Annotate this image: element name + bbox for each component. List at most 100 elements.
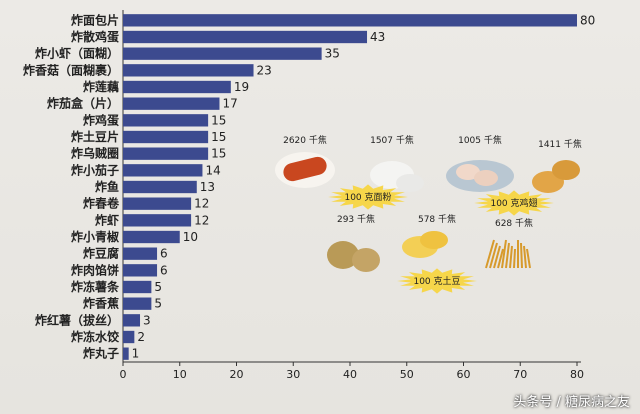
category-label: 炸春卷 <box>83 196 120 211</box>
potato-icon <box>327 241 359 269</box>
value-label: 6 <box>160 263 168 277</box>
food-inset: 2620 千焦 1507 千焦 1005 千焦 1411 千焦 293 千焦 578 千焦… <box>275 134 582 294</box>
potato-icon <box>352 248 380 272</box>
category-label: 炸冻水饺 <box>71 329 120 344</box>
category-label: 炸红薯（拔丝） <box>35 312 119 327</box>
bar <box>123 264 158 277</box>
x-tick-label: 0 <box>120 368 127 381</box>
fry-stick <box>497 248 504 269</box>
energy-caption: 293 千焦 <box>337 213 375 225</box>
fry-stick <box>526 248 531 269</box>
bar <box>123 30 368 44</box>
bar <box>123 230 180 244</box>
energy-caption: 2620 千焦 <box>283 134 327 146</box>
bar <box>123 297 152 310</box>
portion-label: 100 克土豆 <box>413 275 460 287</box>
bar <box>123 47 322 60</box>
fry-stick <box>505 242 510 269</box>
bar <box>123 147 209 160</box>
category-label: 炸散鸡蛋 <box>71 29 119 44</box>
value-label: 35 <box>325 47 340 61</box>
category-label: 炸小茄子 <box>71 162 119 177</box>
category-label: 炸茄盒（片） <box>47 96 119 111</box>
starburst-icon <box>474 190 554 216</box>
value-label: 19 <box>234 80 249 94</box>
category-label: 炸小虾（面糊） <box>35 46 119 61</box>
value-label: 15 <box>211 113 226 127</box>
x-tick-label: 40 <box>343 368 357 381</box>
bread-stick-icon <box>283 156 327 182</box>
french-fries-icon <box>485 239 531 269</box>
value-label: 15 <box>211 130 226 144</box>
bar <box>123 280 152 294</box>
bar <box>123 64 254 77</box>
value-label: 80 <box>580 13 595 27</box>
energy-caption: 628 千焦 <box>495 217 533 229</box>
value-label: 15 <box>211 147 226 161</box>
fry-stick <box>501 239 507 269</box>
bar <box>123 180 197 194</box>
value-label: 3 <box>143 313 151 327</box>
value-label: 23 <box>257 63 272 77</box>
bar <box>123 214 192 227</box>
category-label: 炸香菇（面糊裹） <box>23 62 119 77</box>
value-label: 10 <box>183 230 198 244</box>
bar <box>123 97 220 110</box>
category-label: 炸小青椒 <box>71 229 120 244</box>
bar <box>123 330 135 344</box>
bar <box>123 247 158 260</box>
x-tick-label: 30 <box>286 368 300 381</box>
fry-stick <box>520 242 523 269</box>
value-label: 1 <box>132 347 140 361</box>
value-label: 6 <box>160 247 168 261</box>
portion-label: 100 克面粉 <box>344 191 391 203</box>
category-label: 炸肉馅饼 <box>71 262 119 277</box>
x-tick-label: 70 <box>513 368 527 381</box>
value-label: 14 <box>205 163 220 177</box>
category-label: 炸丸子 <box>83 346 119 361</box>
value-label: 2 <box>137 330 145 344</box>
value-label: 13 <box>200 180 215 194</box>
starburst-icon <box>328 184 408 210</box>
dumpling-icon <box>396 174 424 192</box>
category-label: 炸乌贼圈 <box>71 146 119 161</box>
category-label: 炸豆腐 <box>83 246 119 261</box>
x-tick-label: 60 <box>457 368 471 381</box>
value-label: 12 <box>194 197 209 211</box>
energy-caption: 1507 千焦 <box>370 134 414 146</box>
starburst-icon <box>397 268 477 294</box>
bar <box>123 314 141 327</box>
fry-stick <box>523 245 527 269</box>
fried-chicken-wing-icon <box>552 160 580 180</box>
category-label: 炸香蕉 <box>83 296 119 311</box>
category-label: 炸土豆片 <box>71 129 119 144</box>
potato-chips-icon <box>420 231 448 249</box>
value-label: 5 <box>154 280 162 294</box>
x-tick-label: 20 <box>230 368 244 381</box>
bar <box>123 114 209 127</box>
raw-chicken-wing-icon <box>456 164 480 180</box>
watermark: 头条号 / 糖尿病之友 <box>513 395 630 410</box>
raw-chicken-wing-icon <box>474 170 498 186</box>
fry-stick <box>485 239 495 269</box>
category-label: 炸面包片 <box>71 12 119 27</box>
bar <box>123 130 209 144</box>
energy-caption: 1411 千焦 <box>538 138 582 150</box>
category-label: 炸虾 <box>95 212 119 227</box>
bar <box>123 80 231 94</box>
category-label: 炸鸡蛋 <box>83 112 119 127</box>
fry-stick <box>489 242 498 269</box>
x-tick-label: 10 <box>173 368 187 381</box>
value-label: 17 <box>222 97 237 111</box>
value-label: 5 <box>154 297 162 311</box>
bar <box>123 164 203 177</box>
x-tick-label: 80 <box>570 368 584 381</box>
fry-stick <box>509 245 513 269</box>
fry-stick <box>513 248 516 269</box>
energy-caption: 578 千焦 <box>418 213 456 225</box>
bar <box>123 14 577 27</box>
value-label: 43 <box>370 30 385 44</box>
category-label: 炸冻薯条 <box>71 279 120 294</box>
